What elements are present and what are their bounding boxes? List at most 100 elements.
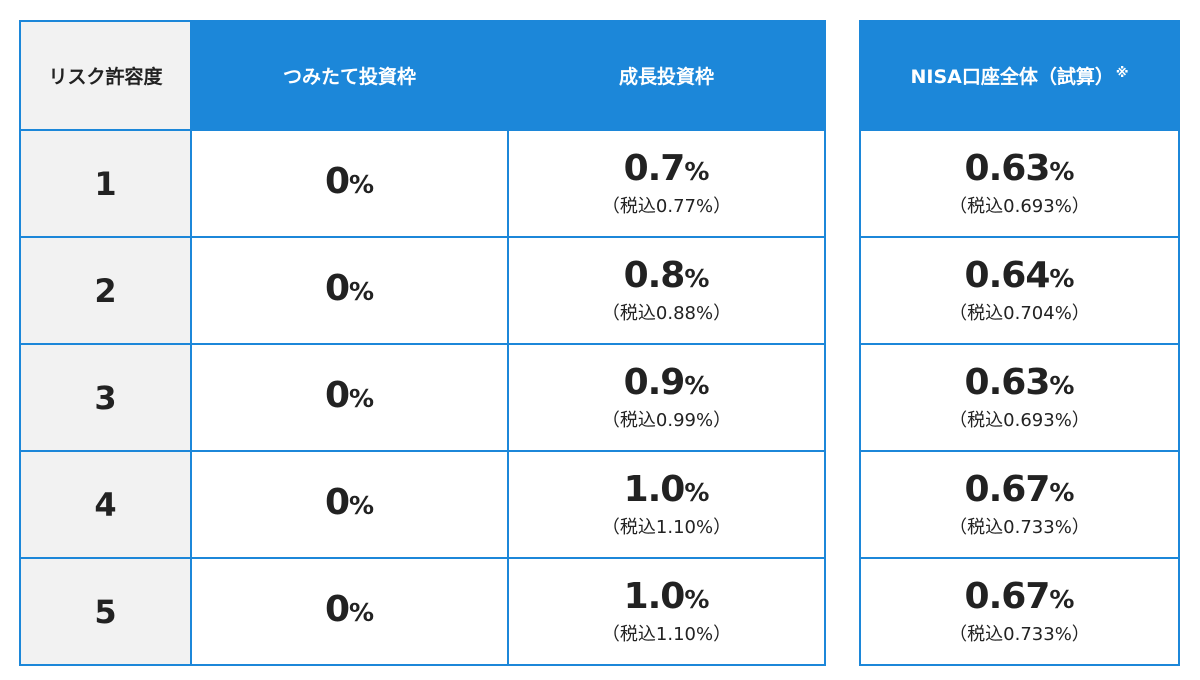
percent-sign: %: [1049, 371, 1075, 400]
seicho-rate: 0.8%: [602, 255, 731, 300]
seicho-rate: 1.0%: [602, 576, 731, 621]
tsumitate-number: 0: [324, 482, 350, 523]
header-seicho: 成長投資枠: [507, 20, 826, 131]
nisa-row: 0.63% （税込0.693%）: [859, 129, 1180, 238]
percent-sign: %: [684, 478, 710, 507]
tsumitate-rate: 0%: [325, 482, 374, 527]
percent-sign: %: [684, 157, 710, 186]
nisa-number: 0.67: [964, 469, 1051, 510]
header-nisa-label: NISA口座全体（試算）: [910, 66, 1114, 88]
table-row: 3 0% 0.9% （税込0.99%）: [19, 343, 826, 452]
seicho-cell: 1.0% （税込1.10%）: [507, 450, 826, 559]
tsumitate-cell: 0%: [190, 236, 509, 345]
seicho-rate: 0.7%: [602, 148, 731, 193]
seicho-value: 0.7% （税込0.77%）: [602, 148, 731, 219]
percent-sign: %: [349, 277, 375, 306]
tsumitate-cell: 0%: [190, 343, 509, 452]
nisa-total-cell: 0.63% （税込0.693%）: [859, 343, 1180, 452]
tsumitate-cell: 0%: [190, 129, 509, 238]
tsumitate-rate: 0%: [325, 268, 374, 313]
seicho-value: 1.0% （税込1.10%）: [602, 469, 731, 540]
seicho-number: 0.9: [623, 362, 686, 403]
tsumitate-value: 0%: [325, 161, 374, 206]
seicho-tax-included: （税込1.10%）: [601, 517, 732, 538]
nisa-rate: 0.67%: [949, 576, 1090, 621]
nisa-rate: 0.67%: [949, 469, 1090, 514]
seicho-value: 0.8% （税込0.88%）: [602, 255, 731, 326]
nisa-tax-included: （税込0.693%）: [949, 196, 1090, 217]
seicho-number: 0.7: [623, 148, 686, 189]
nisa-value: 0.67% （税込0.733%）: [949, 576, 1090, 647]
header-risk-tolerance: リスク許容度: [19, 20, 192, 131]
header-tsumitate: つみたて投資枠: [190, 20, 509, 131]
seicho-cell: 0.9% （税込0.99%）: [507, 343, 826, 452]
nisa-rate: 0.63%: [949, 362, 1090, 407]
risk-level-cell: 4: [19, 450, 192, 559]
percent-sign: %: [349, 598, 375, 627]
percent-sign: %: [349, 170, 375, 199]
tsumitate-number: 0: [324, 268, 350, 309]
nisa-number: 0.63: [964, 148, 1051, 189]
seicho-rate: 0.9%: [602, 362, 731, 407]
nisa-header-row: NISA口座全体（試算） ※: [859, 20, 1180, 131]
nisa-value: 0.67% （税込0.733%）: [949, 469, 1090, 540]
tsumitate-number: 0: [324, 161, 350, 202]
table-row: 1 0% 0.7% （税込0.77%）: [19, 129, 826, 238]
nisa-rate: 0.63%: [949, 148, 1090, 193]
seicho-tax-included: （税込0.88%）: [601, 303, 732, 324]
header-row: リスク許容度 つみたて投資枠 成長投資枠: [19, 20, 826, 131]
table-row: 2 0% 0.8% （税込0.88%）: [19, 236, 826, 345]
nisa-total-cell: 0.64% （税込0.704%）: [859, 236, 1180, 345]
nisa-total-cell: 0.67% （税込0.733%）: [859, 450, 1180, 559]
seicho-value: 1.0% （税込1.10%）: [602, 576, 731, 647]
nisa-value: 0.64% （税込0.704%）: [949, 255, 1090, 326]
footnote-mark: ※: [1115, 66, 1129, 81]
percent-sign: %: [1049, 478, 1075, 507]
nisa-rate: 0.64%: [949, 255, 1090, 300]
seicho-tax-included: （税込1.10%）: [601, 624, 732, 645]
nisa-tax-included: （税込0.693%）: [949, 410, 1090, 431]
tsumitate-rate: 0%: [325, 161, 374, 206]
risk-level-cell: 5: [19, 557, 192, 666]
nisa-number: 0.64: [964, 255, 1051, 296]
nisa-number: 0.67: [964, 576, 1051, 617]
seicho-value: 0.9% （税込0.99%）: [602, 362, 731, 433]
seicho-rate: 1.0%: [602, 469, 731, 514]
seicho-number: 1.0: [623, 576, 686, 617]
tsumitate-rate: 0%: [325, 589, 374, 634]
nisa-tax-included: （税込0.704%）: [949, 303, 1090, 324]
tsumitate-value: 0%: [325, 589, 374, 634]
tsumitate-rate: 0%: [325, 375, 374, 420]
nisa-row: 0.67% （税込0.733%）: [859, 557, 1180, 666]
percent-sign: %: [684, 264, 710, 293]
seicho-cell: 0.7% （税込0.77%）: [507, 129, 826, 238]
nisa-value: 0.63% （税込0.693%）: [949, 362, 1090, 433]
percent-sign: %: [684, 585, 710, 614]
nisa-number: 0.63: [964, 362, 1051, 403]
nisa-row: 0.64% （税込0.704%）: [859, 236, 1180, 345]
table-row: 5 0% 1.0% （税込1.10%）: [19, 557, 826, 666]
seicho-tax-included: （税込0.99%）: [601, 410, 732, 431]
percent-sign: %: [1049, 264, 1075, 293]
fee-table: リスク許容度 つみたて投資枠 成長投資枠 1 0% 0.7% （税込0.77%） 2 0%…: [19, 20, 826, 666]
tsumitate-cell: 0%: [190, 450, 509, 559]
percent-sign: %: [349, 491, 375, 520]
nisa-tax-included: （税込0.733%）: [949, 517, 1090, 538]
tsumitate-cell: 0%: [190, 557, 509, 666]
percent-sign: %: [684, 371, 710, 400]
tsumitate-number: 0: [324, 375, 350, 416]
tsumitate-value: 0%: [325, 268, 374, 313]
nisa-value: 0.63% （税込0.693%）: [949, 148, 1090, 219]
percent-sign: %: [349, 384, 375, 413]
tsumitate-value: 0%: [325, 375, 374, 420]
tsumitate-value: 0%: [325, 482, 374, 527]
percent-sign: %: [1049, 585, 1075, 614]
seicho-cell: 1.0% （税込1.10%）: [507, 557, 826, 666]
seicho-tax-included: （税込0.77%）: [601, 196, 732, 217]
nisa-total-cell: 0.63% （税込0.693%）: [859, 129, 1180, 238]
nisa-total-cell: 0.67% （税込0.733%）: [859, 557, 1180, 666]
seicho-number: 0.8: [623, 255, 686, 296]
seicho-cell: 0.8% （税込0.88%）: [507, 236, 826, 345]
nisa-row: 0.67% （税込0.733%）: [859, 450, 1180, 559]
table-row: 4 0% 1.0% （税込1.10%）: [19, 450, 826, 559]
